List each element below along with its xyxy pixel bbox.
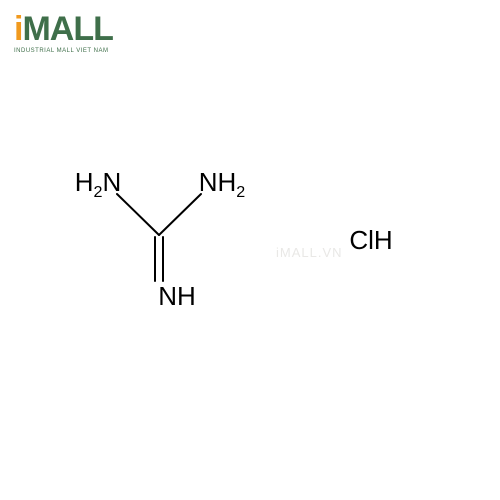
- atom-label-nh2-right: NH2: [199, 169, 246, 195]
- watermark-text: iMALL.VN: [276, 245, 343, 260]
- brand-logo: i MALL INDUSTRIAL MALL VIET NAM: [14, 12, 113, 54]
- atom-label-nh-bottom: NH: [158, 283, 196, 309]
- brand-logo-i: i: [14, 12, 22, 46]
- molecule-bonds: [0, 0, 500, 500]
- brand-logo-tagline: INDUSTRIAL MALL VIET NAM: [14, 48, 113, 54]
- brand-logo-mall: MALL: [22, 12, 112, 46]
- atom-label-h2n-left: H2N: [75, 169, 122, 195]
- brand-logo-main: i MALL: [14, 12, 113, 46]
- atom-label-clh: ClH: [349, 227, 392, 253]
